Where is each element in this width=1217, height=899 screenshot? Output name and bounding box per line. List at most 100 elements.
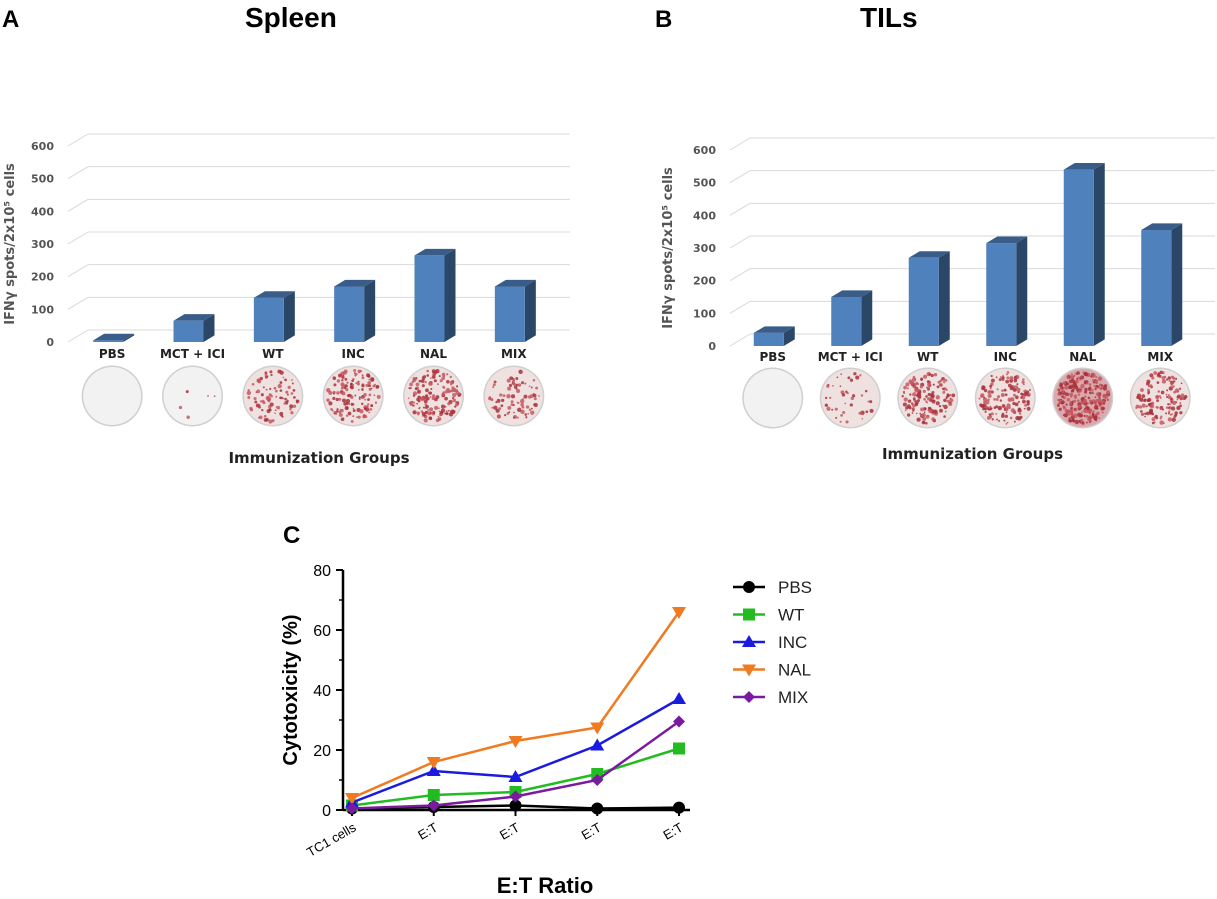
- well-spot: [412, 391, 418, 396]
- well-spot: [998, 419, 1001, 422]
- well-spot: [347, 411, 352, 416]
- well-spot: [1057, 393, 1060, 396]
- well-spot: [942, 387, 945, 391]
- well-spot: [247, 388, 250, 392]
- bar-side-face: [524, 279, 536, 342]
- well-spot: [1173, 390, 1177, 394]
- bar-side-face: [1171, 223, 1183, 346]
- well-spot: [1059, 382, 1064, 387]
- well-spot: [178, 405, 183, 410]
- well-spot: [912, 392, 917, 397]
- bar-nal: [1063, 163, 1105, 346]
- well-spot: [1007, 397, 1012, 402]
- well-spot: [413, 401, 416, 404]
- well-spot: [990, 412, 994, 416]
- well-spot: [1170, 406, 1176, 411]
- well-spot: [1090, 401, 1094, 405]
- well-spot: [341, 391, 346, 396]
- well-spot: [335, 409, 339, 413]
- well-spot: [439, 379, 443, 383]
- y-tick-label: 200: [693, 275, 716, 288]
- well-spot: [1070, 373, 1073, 376]
- legend-label: NAL: [778, 661, 811, 680]
- well-spot: [492, 383, 496, 387]
- well-spot: [438, 375, 441, 378]
- well-spot: [501, 398, 505, 402]
- well-spot: [1175, 377, 1178, 380]
- well-spot: [447, 402, 451, 406]
- well-spot: [345, 388, 349, 392]
- well-spot: [1009, 376, 1014, 380]
- well-spot: [186, 415, 190, 419]
- well-spot: [1168, 406, 1171, 409]
- well-spot: [263, 418, 268, 422]
- well-spot: [506, 378, 511, 383]
- well-spot: [512, 382, 516, 386]
- well-spot: [989, 387, 992, 390]
- well-spot: [1068, 379, 1073, 384]
- well-spot: [1169, 403, 1172, 406]
- well-spot: [995, 397, 999, 401]
- well-spot: [943, 398, 947, 403]
- elispot-well-image: [742, 367, 804, 429]
- data-point-nal: [672, 607, 686, 619]
- elispot-well-image: [403, 365, 464, 427]
- well-spot: [836, 376, 839, 379]
- well-spot: [271, 419, 275, 423]
- well-spot: [1095, 392, 1100, 396]
- well-spot: [916, 392, 922, 397]
- well-spot: [434, 405, 439, 411]
- well-spot: [855, 375, 860, 380]
- well-spot: [432, 373, 436, 376]
- well-spot: [1149, 373, 1154, 378]
- well-spot: [345, 398, 351, 404]
- well-spot: [1006, 376, 1010, 380]
- bar-top-face: [986, 236, 1028, 244]
- well-spot: [361, 384, 365, 388]
- data-point-mix: [509, 790, 522, 803]
- well-spot: [351, 383, 355, 387]
- well-spot: [1021, 392, 1025, 396]
- well-spot: [1077, 402, 1082, 407]
- well-spot: [358, 398, 361, 400]
- well-spot: [1156, 381, 1160, 384]
- well-spot: [942, 381, 946, 384]
- well-spot: [435, 395, 440, 399]
- well-spot: [1091, 413, 1095, 416]
- well-spot: [909, 393, 912, 396]
- grid-depth-line: [729, 268, 751, 282]
- well-spot: [1103, 402, 1106, 405]
- well-spot: [246, 390, 252, 396]
- well-spot: [268, 408, 272, 412]
- well-spot: [849, 378, 854, 382]
- well-spot: [256, 378, 261, 383]
- well-spot: [1012, 410, 1017, 415]
- well-spot: [425, 395, 428, 398]
- well-spot: [488, 397, 491, 401]
- well-spot: [1076, 377, 1079, 380]
- well-spot: [1066, 397, 1071, 402]
- well-spot: [251, 382, 255, 386]
- bar-top-face: [253, 291, 295, 298]
- well-spot: [350, 402, 354, 406]
- well-spot: [1179, 411, 1183, 415]
- elispot-well-image: [483, 365, 545, 427]
- well-spot: [364, 398, 367, 401]
- well-spot: [283, 402, 285, 405]
- well-spot: [869, 400, 873, 404]
- well-spot: [949, 394, 952, 396]
- well-spot: [287, 385, 291, 390]
- well-spot: [944, 410, 947, 413]
- well-spot: [449, 375, 452, 379]
- well-spot: [834, 407, 838, 411]
- elispot-well-image: [819, 367, 881, 429]
- bar-front-face: [414, 255, 445, 342]
- well-spot: [865, 410, 869, 414]
- well-spot: [290, 411, 294, 415]
- data-point-pbs: [591, 802, 604, 815]
- well-spot: [532, 393, 537, 398]
- well-spot: [265, 388, 268, 391]
- well-spot: [451, 396, 455, 400]
- legend-marker: [743, 691, 755, 703]
- well-spot: [1080, 401, 1084, 405]
